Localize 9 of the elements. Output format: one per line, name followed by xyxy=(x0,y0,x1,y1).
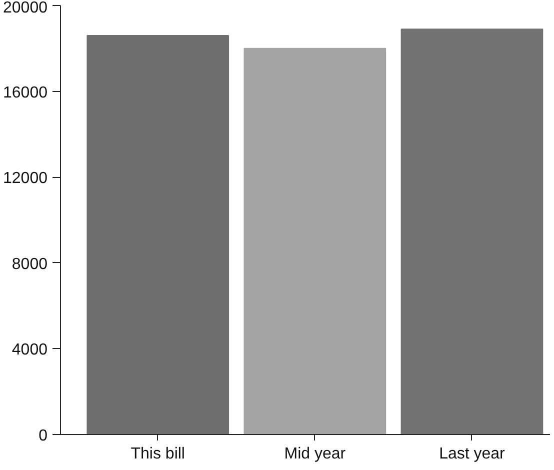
y-tick-label: 0 xyxy=(38,428,48,444)
y-tick-label: 16000 xyxy=(3,84,48,102)
x-tick-label: Mid year xyxy=(284,446,346,462)
x-tick-label: Last year xyxy=(439,446,506,462)
x-tick-label: This bill xyxy=(130,446,185,462)
y-tick-label: 20000 xyxy=(3,0,48,16)
y-tick-label: 4000 xyxy=(12,342,48,359)
y-tick-label: 12000 xyxy=(3,170,48,188)
y-tick-label: 8000 xyxy=(12,256,48,273)
